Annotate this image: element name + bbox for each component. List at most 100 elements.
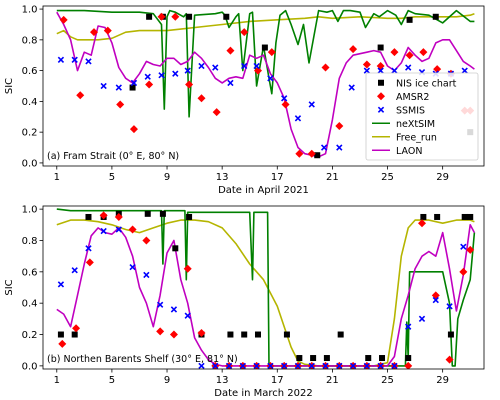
nis-ice-chart-point <box>223 13 230 20</box>
ssmis-point <box>348 84 355 91</box>
amsr2-point <box>321 63 330 72</box>
nis-ice-chart-point <box>434 213 441 220</box>
ssmis-point <box>322 362 329 369</box>
nis-ice-chart-point <box>261 44 268 51</box>
nis-ice-chart-point <box>405 355 412 362</box>
ssmis-point <box>198 362 205 369</box>
ssmis-point <box>308 101 315 108</box>
amsr2-point <box>466 245 475 254</box>
nis-ice-chart-point <box>337 331 344 338</box>
amsr2-point <box>72 324 81 333</box>
x-tick-label: 25 <box>381 172 394 183</box>
y-axis-label: SIC <box>4 279 15 295</box>
x-tick-label: 13 <box>216 375 229 386</box>
x-tick-label: 21 <box>326 172 339 183</box>
nis-ice-chart-point <box>186 213 193 220</box>
ssmis-point <box>241 62 248 70</box>
x-tick-label: 21 <box>326 375 339 386</box>
amsr2-point <box>307 149 316 158</box>
x-tick-label: 13 <box>216 172 229 183</box>
ssmis-point <box>57 281 65 288</box>
x-tick-label: 5 <box>109 375 115 386</box>
panel-label: (b) Northen Barents Shelf (30° E, 81° N) <box>47 354 238 365</box>
x-tick-label: 29 <box>436 172 449 183</box>
nis-ice-chart-point <box>365 355 372 362</box>
ssmis-point <box>71 56 78 64</box>
ssmis-point <box>57 56 65 64</box>
amsr2-point <box>349 45 358 54</box>
nis-ice-chart-point <box>432 13 439 20</box>
y-tick-label: 1.0 <box>22 5 38 16</box>
nis-ice-chart-legend-swatch <box>378 79 384 86</box>
x-tick-label: 1 <box>54 172 60 183</box>
nis-ice-chart-point <box>159 210 166 217</box>
nis-ice-chart-point <box>283 331 290 338</box>
legend-label: Free_run <box>396 132 437 143</box>
ssmis-point <box>432 296 439 304</box>
nis-ice-chart-point <box>406 16 413 23</box>
ssmis-point <box>460 243 467 250</box>
panel-a: 1 5 9 13 17 21 25 29 0.0 0.2 0.4 0.6 0.8 1.0 Date in A… <box>4 5 485 196</box>
ssmis-point <box>377 362 384 369</box>
plot-area <box>56 9 475 159</box>
plot-frame <box>42 5 485 167</box>
ssmis-point <box>198 62 205 70</box>
ssmis-point <box>363 67 371 74</box>
ssmis-point <box>267 362 274 369</box>
ssmis-point <box>267 75 274 82</box>
amsr2-legend-swatch <box>377 92 385 101</box>
ssmis-point <box>212 64 219 71</box>
amsr2-point <box>419 48 428 57</box>
ssmis-point <box>308 362 315 369</box>
ssmis-point <box>156 301 164 308</box>
amsr2-point <box>129 125 138 134</box>
ssmis-point <box>85 58 92 65</box>
x-tick-label: 25 <box>381 375 394 386</box>
ssmis-point <box>294 115 302 122</box>
nis-ice-chart-point <box>377 44 384 51</box>
x-tick-label: 5 <box>109 172 115 183</box>
amsr2-point <box>169 330 178 339</box>
y-tick-label: 0.0 <box>22 158 38 169</box>
nis-ice-chart-point <box>85 213 92 220</box>
legend-box <box>365 72 479 161</box>
nis-ice-chart-point <box>254 331 261 338</box>
ssmis-point <box>281 95 288 102</box>
y-tick-label: 1.0 <box>22 205 38 216</box>
amsr2-point <box>335 122 344 130</box>
amsr2-point <box>405 51 414 60</box>
amsr2-point <box>58 339 67 348</box>
nis-ice-chart-point <box>227 331 234 338</box>
ssmis-point <box>336 144 343 151</box>
ssmis-point <box>130 79 138 87</box>
nis-ice-chart-point <box>71 331 78 338</box>
amsr2-point <box>295 149 304 158</box>
ssmis-point <box>281 362 288 369</box>
x-tick-label: 9 <box>164 375 170 386</box>
x-tick-label: 1 <box>54 375 60 386</box>
nextsim-series-line <box>56 9 475 118</box>
x-tick-label: 17 <box>271 375 284 386</box>
ssmis-point <box>336 362 343 369</box>
y-tick-label: 0.2 <box>22 128 38 139</box>
amsr2-point <box>362 60 371 69</box>
ssmis-point <box>184 67 191 74</box>
ssmis-point <box>170 306 178 313</box>
ssmis-point <box>129 263 136 271</box>
plot-frame <box>42 205 485 370</box>
legend-label: SSMIS <box>396 105 425 116</box>
amsr2-point <box>103 26 112 35</box>
ssmis-point <box>294 362 302 369</box>
amsr2-point <box>281 100 290 109</box>
ssmis-point <box>446 303 453 310</box>
amsr2-point <box>128 225 137 234</box>
amsr2-point <box>156 327 165 336</box>
y-tick-label: 0.6 <box>22 267 38 278</box>
nis-ice-chart-point <box>144 210 151 217</box>
amsr2-point <box>171 12 180 21</box>
ssmis-point <box>172 70 179 77</box>
panel-label: (a) Fram Strait (0° E, 80° N) <box>47 151 179 162</box>
amsr2-point <box>59 15 68 24</box>
laon-series-line <box>56 11 475 158</box>
